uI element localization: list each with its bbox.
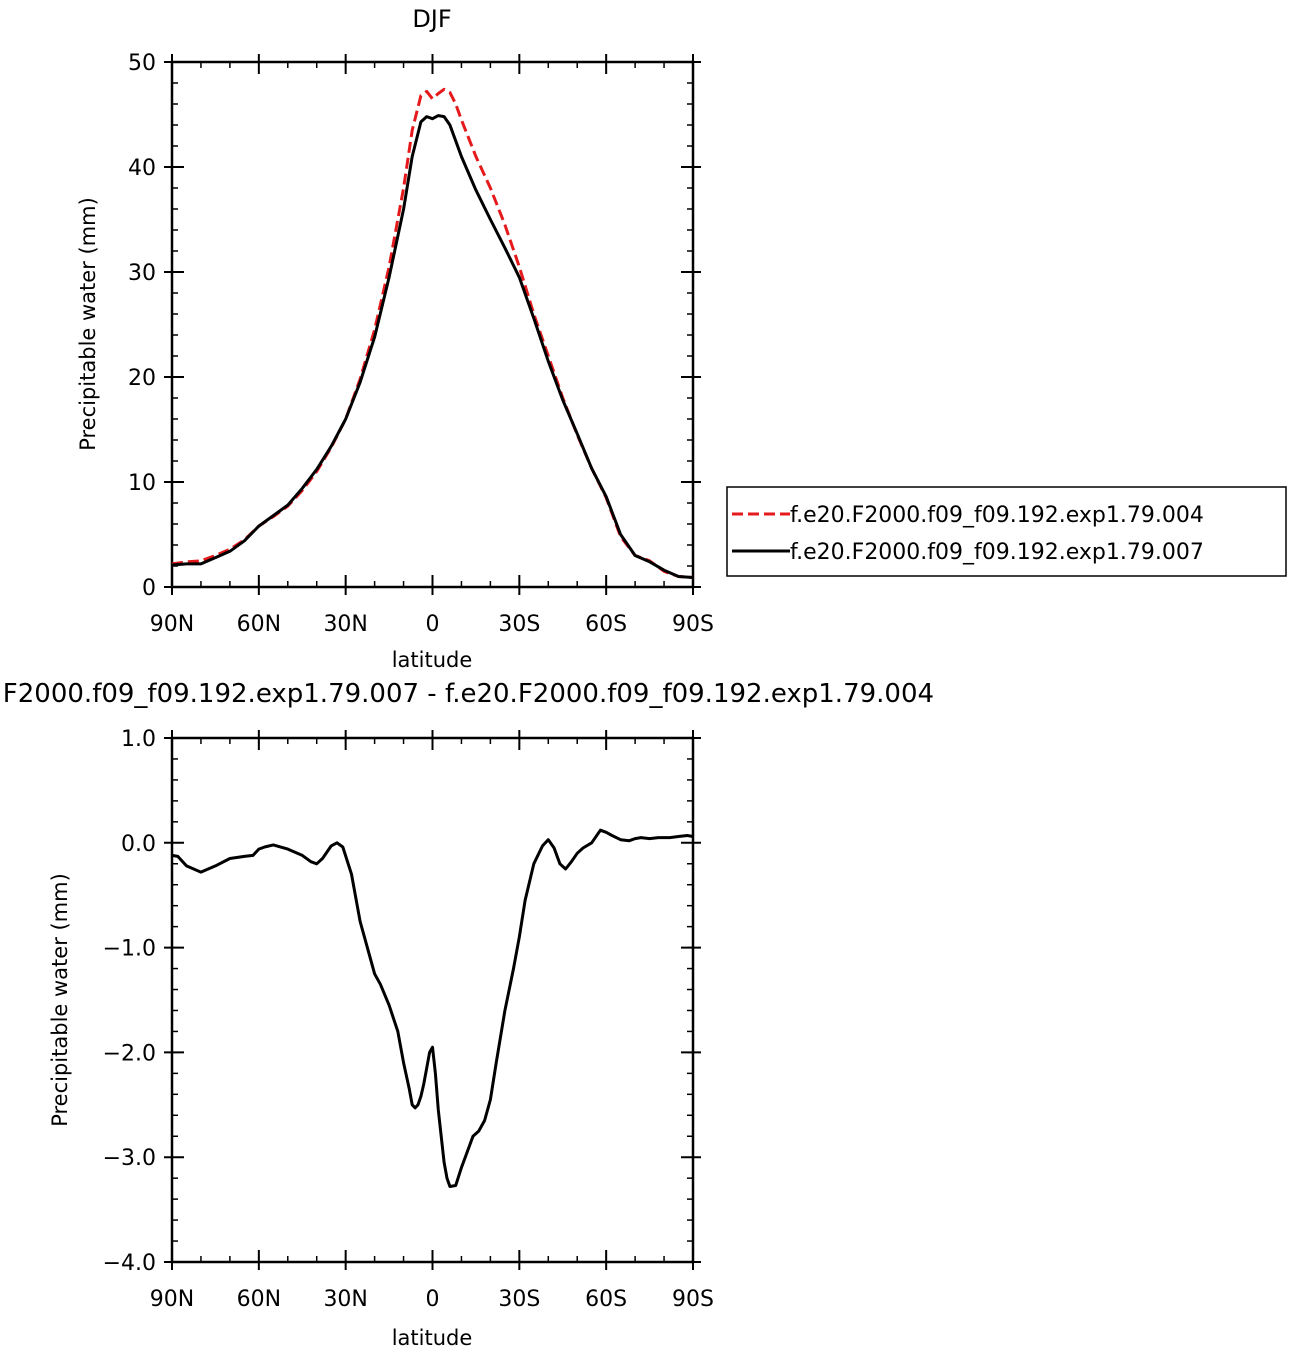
top-y-axis-label: Precipitable water (mm): [76, 197, 100, 451]
top-x-axis-label: latitude: [392, 648, 473, 672]
y-tick-label: 1.0: [121, 727, 156, 752]
legend-label-series-1: f.e20.F2000.f09_f09.192.exp1.79.004: [790, 503, 1204, 528]
series-line-2: [171, 114, 694, 579]
bottom-plot-frame: [170, 736, 695, 1264]
bottom-y-axis-label: Precipitable water (mm): [48, 873, 72, 1127]
x-tick-label: 90S: [672, 612, 714, 637]
y-tick-label: 30: [128, 261, 156, 286]
x-tick-label: 0: [426, 1287, 440, 1312]
x-tick-label: 60S: [585, 612, 627, 637]
series-line-1: [171, 87, 694, 579]
x-tick-label: 90N: [150, 612, 194, 637]
bottom-chart-title: f.e20.F2000.f09_f09.192.exp1.79.007 - f.…: [0, 679, 934, 709]
bottom-x-axis-label: latitude: [392, 1326, 473, 1350]
top-x-ticks: 90N 60N 30N 0 30S 60S 90S: [150, 54, 714, 637]
x-tick-label: 90S: [672, 1287, 714, 1312]
bottom-panel: f.e20.F2000.f09_f09.192.exp1.79.007 - f.…: [0, 679, 934, 1350]
y-tick-label: 50: [128, 51, 156, 76]
bottom-x-ticks: 90N 60N 30N 0 30S 60S 90S: [150, 730, 714, 1312]
series-line-1: [171, 828, 694, 1188]
x-tick-label: 30N: [323, 1287, 367, 1312]
x-tick-label: 0: [426, 612, 440, 637]
legend-box: [726, 486, 1287, 577]
y-tick-label: 0: [142, 576, 156, 601]
x-tick-label: 60S: [585, 1287, 627, 1312]
x-tick-label: 90N: [150, 1287, 194, 1312]
legend-label-series-2: f.e20.F2000.f09_f09.192.exp1.79.007: [790, 540, 1204, 565]
legend: f.e20.F2000.f09_f09.192.exp1.79.004 f.e2…: [726, 486, 1287, 577]
x-tick-label: 60N: [237, 1287, 281, 1312]
x-tick-label: 30N: [323, 612, 367, 637]
bottom-y-ticks: −4.0 −3.0 −2.0 −1.0 0.0 1.0: [103, 727, 701, 1276]
top-panel: DJF 90N 60N 30N 0 30S 60S 90S 0 10 20 30 40 50 lati…: [76, 5, 1287, 672]
bottom-series-lines: [171, 828, 694, 1188]
y-tick-label: −3.0: [103, 1146, 156, 1171]
top-series-lines: [171, 87, 694, 579]
top-plot-frame: [170, 60, 695, 589]
y-tick-label: 40: [128, 156, 156, 181]
x-tick-label: 30S: [498, 612, 540, 637]
y-tick-label: −2.0: [103, 1041, 156, 1066]
y-tick-label: 20: [128, 366, 156, 391]
x-tick-label: 60N: [237, 612, 281, 637]
x-tick-label: 30S: [498, 1287, 540, 1312]
y-tick-label: −1.0: [103, 937, 156, 962]
top-chart-title: DJF: [412, 5, 451, 33]
y-tick-label: −4.0: [103, 1251, 156, 1276]
top-y-ticks: 0 10 20 30 40 50: [128, 51, 701, 601]
y-tick-label: 10: [128, 471, 156, 496]
y-tick-label: 0.0: [121, 832, 156, 857]
